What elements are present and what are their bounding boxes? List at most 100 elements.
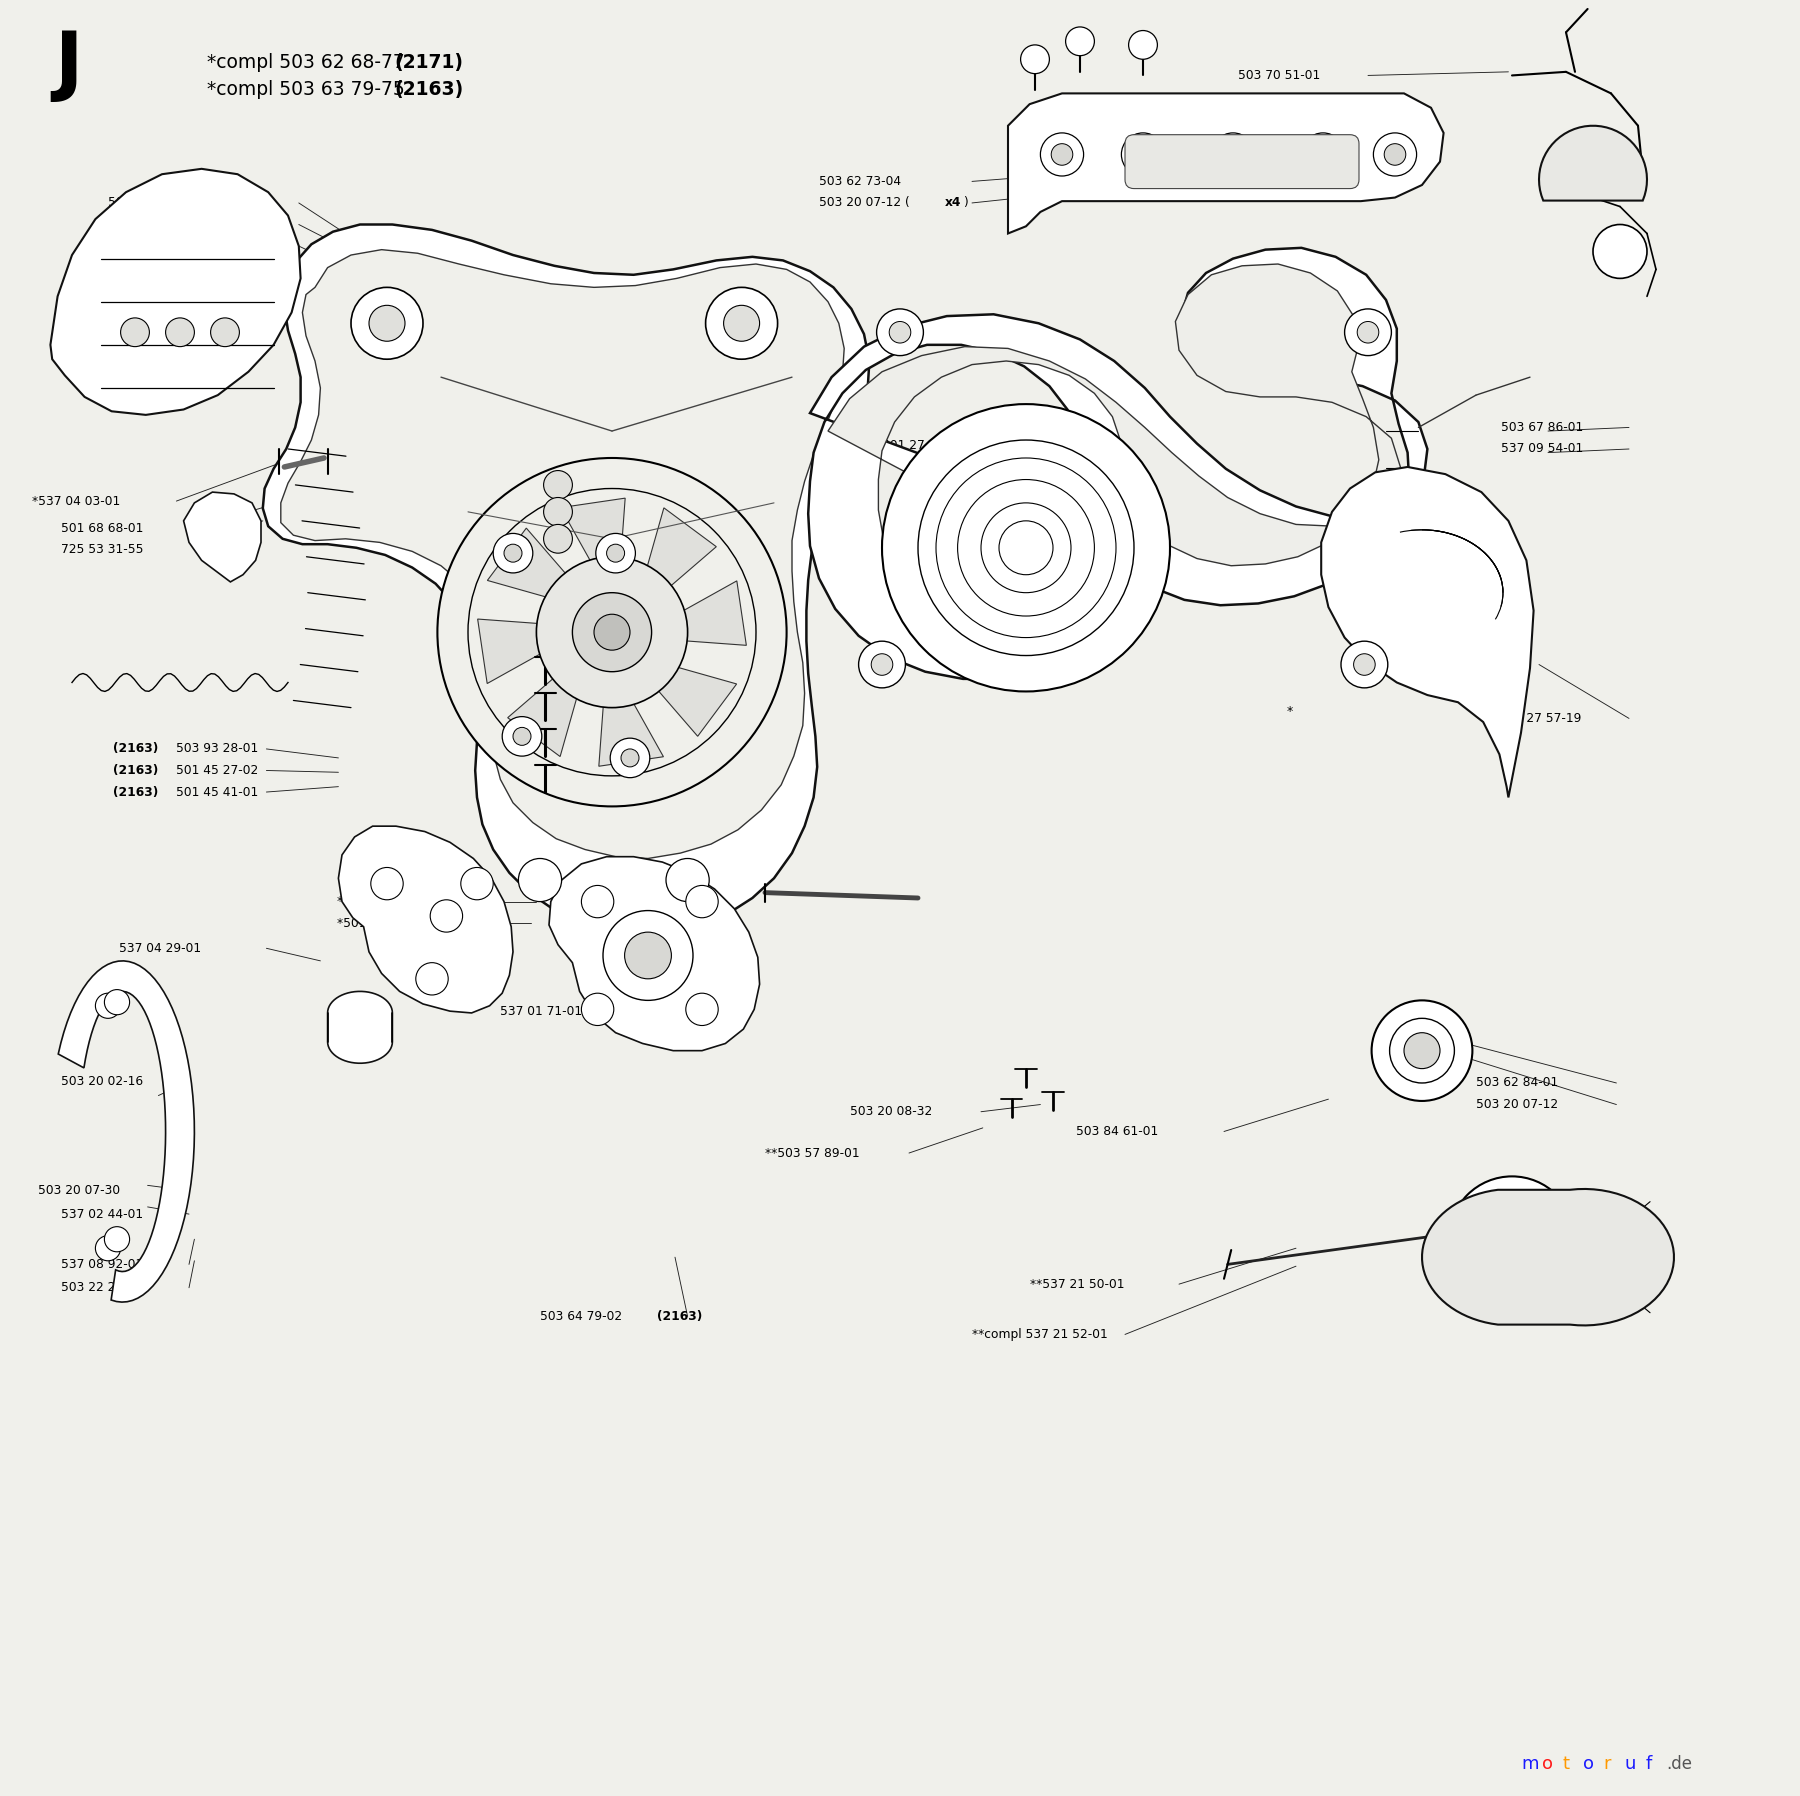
Text: (2163): (2163) [394,81,463,99]
Circle shape [581,885,614,918]
Text: 503 96 70-01*: 503 96 70-01* [392,293,481,307]
Circle shape [1132,144,1154,165]
Circle shape [504,544,522,562]
Text: r: r [1604,1755,1611,1773]
Text: o: o [1541,1755,1553,1773]
Text: 503 20 02-16: 503 20 02-16 [61,1074,144,1088]
Text: *compl 503 62 68-77: *compl 503 62 68-77 [207,54,410,72]
Text: m: m [1521,1755,1539,1773]
Circle shape [461,867,493,900]
Polygon shape [549,857,760,1051]
Text: (2163): (2163) [113,763,162,778]
Polygon shape [488,528,585,605]
Polygon shape [58,961,194,1302]
Text: 503 62 73-04: 503 62 73-04 [819,174,902,189]
Circle shape [1467,1194,1557,1284]
Text: **503 57 89-01: **503 57 89-01 [765,1146,860,1160]
Text: 537 08 92-01: 537 08 92-01 [61,1257,144,1272]
Circle shape [369,305,405,341]
Text: 503 20 07-30: 503 20 07-30 [38,1184,121,1198]
Polygon shape [828,264,1400,634]
Text: 503 75 18-01*: 503 75 18-01* [459,357,547,372]
Circle shape [686,885,718,918]
Text: ): ) [963,196,968,210]
Circle shape [706,287,778,359]
Text: x4: x4 [945,196,961,210]
Circle shape [1129,31,1157,59]
Polygon shape [263,224,869,932]
Text: 537 01 71-01: 537 01 71-01 [500,1004,583,1018]
Text: *: * [1287,704,1292,718]
Circle shape [603,911,693,1000]
Circle shape [666,858,709,902]
Text: (2163): (2163) [225,239,270,253]
Polygon shape [50,169,301,415]
Circle shape [95,1236,121,1261]
Circle shape [877,309,923,356]
Text: 537 04 29-01: 537 04 29-01 [119,941,202,955]
Text: 537 02 44-01: 537 02 44-01 [61,1207,144,1221]
Circle shape [351,287,423,359]
Circle shape [518,858,562,902]
Polygon shape [328,991,392,1063]
Circle shape [572,593,652,672]
Text: 503 26 03-01: 503 26 03-01 [392,314,475,329]
Circle shape [1372,1000,1472,1101]
Circle shape [544,471,572,499]
Text: 503 62 84-01: 503 62 84-01 [1476,1076,1559,1090]
Circle shape [607,544,625,562]
Circle shape [882,404,1170,691]
Text: 503 62 72-01①: 503 62 72-01① [1021,521,1114,535]
Text: u: u [1624,1755,1636,1773]
Circle shape [493,533,533,573]
Text: 501 27 08-01*: 501 27 08-01* [882,438,970,453]
Text: 501 68 68-01: 501 68 68-01 [61,521,144,535]
Polygon shape [1539,126,1647,201]
Circle shape [686,993,718,1026]
Circle shape [1357,321,1379,343]
Polygon shape [639,508,716,605]
Circle shape [1404,1033,1440,1069]
Circle shape [918,440,1134,656]
Polygon shape [1008,93,1444,233]
Circle shape [1593,224,1647,278]
Circle shape [502,717,542,756]
Text: 537 09 54-01: 537 09 54-01 [1501,442,1584,456]
Text: 503 20 07-12: 503 20 07-12 [1476,1097,1559,1112]
Circle shape [1021,45,1049,74]
Circle shape [544,524,572,553]
Circle shape [121,318,149,347]
Polygon shape [1422,1189,1674,1325]
Circle shape [468,489,756,776]
Circle shape [211,318,239,347]
Text: (2171): (2171) [394,54,463,72]
Circle shape [416,963,448,995]
Text: 503 80 24-01: 503 80 24-01 [108,239,194,253]
Text: 503 22 24-01: 503 22 24-01 [61,1281,144,1295]
Circle shape [610,738,650,778]
Circle shape [1211,133,1255,176]
Text: 503 70 51-01: 503 70 51-01 [1238,68,1321,83]
Circle shape [1312,144,1334,165]
Circle shape [1390,1018,1454,1083]
Circle shape [166,318,194,347]
Text: 503 64 79-02: 503 64 79-02 [540,1309,626,1324]
Circle shape [859,641,905,688]
Circle shape [1040,133,1084,176]
Text: **537 21 50-01: **537 21 50-01 [1030,1277,1123,1291]
Text: 503 67 86-01: 503 67 86-01 [1501,420,1584,435]
Circle shape [1066,27,1094,56]
Polygon shape [808,248,1427,679]
Circle shape [430,900,463,932]
Circle shape [581,993,614,1026]
Circle shape [1301,133,1345,176]
Text: *compl 503 63 79-75: *compl 503 63 79-75 [207,81,410,99]
Polygon shape [477,620,567,684]
Circle shape [594,614,630,650]
Circle shape [1345,309,1391,356]
Text: .de: .de [1667,1755,1692,1773]
Text: f: f [1645,1755,1651,1773]
Text: 503 20 07-12 (: 503 20 07-12 ( [819,196,909,210]
Circle shape [625,932,671,979]
Text: *537 04 03-01: *537 04 03-01 [32,494,121,508]
